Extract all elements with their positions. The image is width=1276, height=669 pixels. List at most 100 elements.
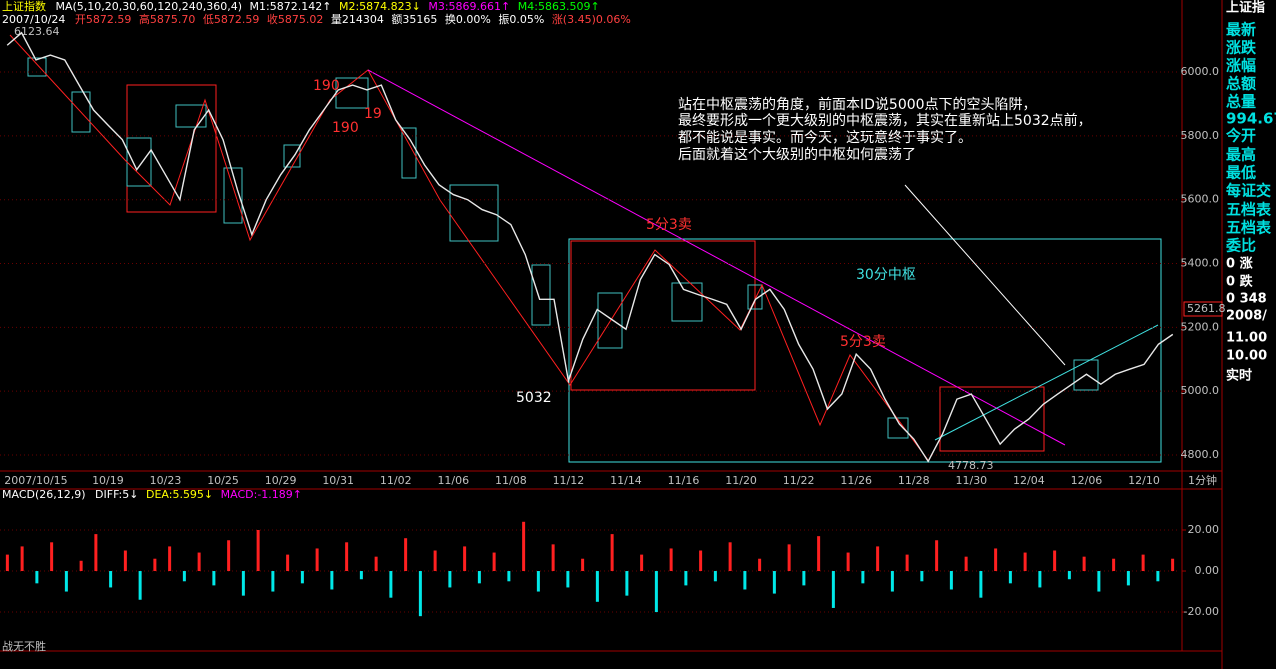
x-tick-label: 10/29 [265, 474, 297, 487]
header-item: 收5875.02 [267, 12, 324, 26]
macd-header: MACD(26,12,9) DIFF:5↓ DEA:5.595↓ MACD:-1… [2, 488, 302, 501]
small-box [1073, 359, 1099, 391]
y-tick-label: 20.00 [1188, 523, 1220, 536]
macd-bar [551, 544, 555, 572]
header-item: 开5872.59 [75, 13, 132, 26]
macd-bar [654, 571, 658, 613]
macd-bar [477, 571, 481, 584]
macd-bar [1126, 571, 1130, 586]
macd-bar [581, 558, 585, 572]
annotation: 5261.8 [1187, 302, 1226, 315]
comment-line: 站在中枢震荡的角度，前面本ID说5000点下的空头陷阱， [678, 96, 1037, 113]
macd-bar [109, 571, 113, 588]
x-tick-label: 11/28 [898, 474, 930, 487]
annotation: 5分3卖 [840, 334, 886, 350]
header-item: M1:5872.142↑ [250, 0, 332, 13]
macd-bar [448, 571, 452, 588]
header-item: M3:5869.661↑ [428, 0, 510, 13]
sidebar-item: 最新 [1226, 21, 1256, 39]
sidebar-item: 涨幅 [1226, 57, 1256, 75]
macd-bar [802, 571, 806, 586]
sidebar-item: 0 涨 [1226, 257, 1253, 272]
macd-bar [787, 544, 791, 572]
small-box [71, 91, 91, 133]
trend-line [934, 324, 1159, 441]
macd-bar [168, 546, 172, 572]
annotation: 190 [313, 78, 340, 94]
annotation: 4778.73 [948, 459, 994, 472]
macd-bar [5, 554, 9, 572]
x-tick-label: 11/08 [495, 474, 527, 487]
macd-bar [123, 550, 127, 572]
macd-bar [433, 550, 437, 572]
x-tick-label: 10/23 [150, 474, 182, 487]
x-tick-label: 11/12 [553, 474, 585, 487]
header-item: MACD(26,12,9) [2, 488, 86, 501]
macd-bar [949, 571, 953, 590]
macd-bar [994, 548, 998, 572]
macd-bar [79, 560, 83, 572]
macd-bar [728, 542, 732, 572]
x-tick-label: 11/22 [783, 474, 815, 487]
annotation: 5032 [516, 390, 552, 406]
macd-bar [271, 571, 275, 592]
small-box [401, 127, 417, 179]
x-tick-label: 12/10 [1128, 474, 1160, 487]
macd-bar [1156, 571, 1160, 582]
macd-bar [669, 548, 673, 572]
macd-bar [1067, 571, 1071, 580]
annotation: 6123.64 [14, 25, 60, 38]
sidebar-item: 0 348 [1226, 292, 1267, 307]
small-box [175, 104, 207, 128]
pivot-box [939, 386, 1045, 452]
sidebar-item: 五档表 [1226, 201, 1272, 219]
small-box [671, 282, 703, 322]
drawings [9, 34, 1162, 463]
macd-bar [640, 554, 644, 572]
macd-bar [536, 571, 540, 592]
macd-bar [64, 571, 68, 592]
sidebar-item: 总额 [1226, 75, 1256, 93]
y-tick-label: 5800.0 [1181, 129, 1220, 142]
macd-bar [876, 546, 880, 572]
x-tick-label: 11/26 [840, 474, 872, 487]
macd-bar [94, 534, 98, 572]
small-box [449, 184, 499, 242]
macd-bar [713, 571, 717, 582]
macd-bar [905, 554, 909, 572]
x-tick-label: 11/14 [610, 474, 642, 487]
macd-bar [935, 540, 939, 572]
macd-bar [846, 552, 850, 572]
macd-bar [684, 571, 688, 586]
macd-bar [153, 558, 157, 572]
macd-bar [699, 550, 703, 572]
macd-bar [861, 571, 865, 584]
pivot-box [570, 240, 756, 391]
macd-bar [522, 521, 526, 572]
comment-line: 后面就着这个大级别的中枢如何震荡了 [678, 146, 916, 163]
macd-bar [138, 571, 142, 600]
sidebar-item: 0 跌 [1226, 274, 1254, 290]
annotation: 30分中枢 [856, 267, 916, 283]
small-box [887, 417, 909, 439]
macd-bar [182, 571, 186, 582]
x-tick-label: 10/31 [322, 474, 354, 487]
macd-bar [492, 552, 496, 572]
macd-bar [463, 546, 467, 572]
macd-bar [315, 548, 319, 572]
annotation: 190 [332, 120, 359, 136]
sidebar-item: 委比 [1226, 237, 1256, 255]
comment-line: 都不能说是事实。而今天，这玩意终于事实了。 [678, 129, 972, 146]
small-box [747, 284, 763, 310]
macd-bar [20, 546, 24, 572]
header-item: DEA:5.595↓ [146, 488, 213, 501]
sidebar-item: 上证指 [1226, 0, 1265, 16]
sidebar-item: 2008/ [1226, 309, 1267, 324]
macd-bar [212, 571, 216, 586]
macd-bar [374, 556, 378, 572]
macd-bar [389, 571, 393, 598]
macd-bar [256, 530, 260, 572]
macd-bar [595, 571, 599, 602]
x-tick-label: 11/20 [725, 474, 757, 487]
